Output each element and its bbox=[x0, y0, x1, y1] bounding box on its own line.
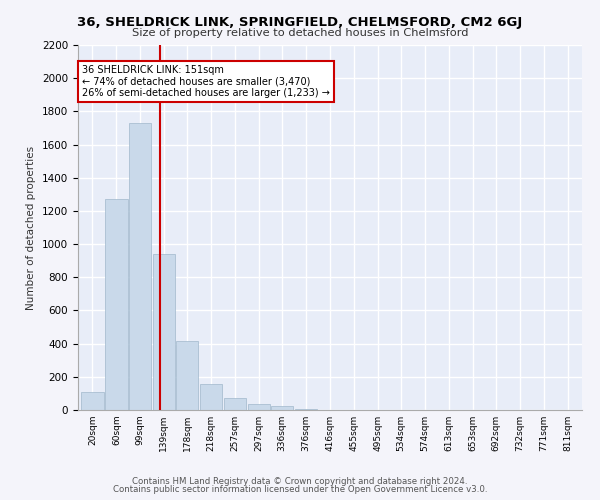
Bar bbox=[248, 404, 270, 410]
Bar bbox=[82, 392, 104, 410]
Bar bbox=[224, 398, 246, 410]
Bar bbox=[295, 409, 317, 410]
Y-axis label: Number of detached properties: Number of detached properties bbox=[26, 146, 37, 310]
Text: Contains HM Land Registry data © Crown copyright and database right 2024.: Contains HM Land Registry data © Crown c… bbox=[132, 477, 468, 486]
Text: 36, SHELDRICK LINK, SPRINGFIELD, CHELMSFORD, CM2 6GJ: 36, SHELDRICK LINK, SPRINGFIELD, CHELMSF… bbox=[77, 16, 523, 29]
Bar bbox=[129, 123, 151, 410]
Bar bbox=[106, 200, 128, 410]
Bar bbox=[200, 384, 223, 410]
Text: 36 SHELDRICK LINK: 151sqm
← 74% of detached houses are smaller (3,470)
26% of se: 36 SHELDRICK LINK: 151sqm ← 74% of detac… bbox=[82, 65, 330, 98]
Text: Size of property relative to detached houses in Chelmsford: Size of property relative to detached ho… bbox=[132, 28, 468, 38]
Bar bbox=[176, 341, 199, 410]
Bar bbox=[153, 254, 175, 410]
Bar bbox=[271, 406, 293, 410]
Text: Contains public sector information licensed under the Open Government Licence v3: Contains public sector information licen… bbox=[113, 485, 487, 494]
